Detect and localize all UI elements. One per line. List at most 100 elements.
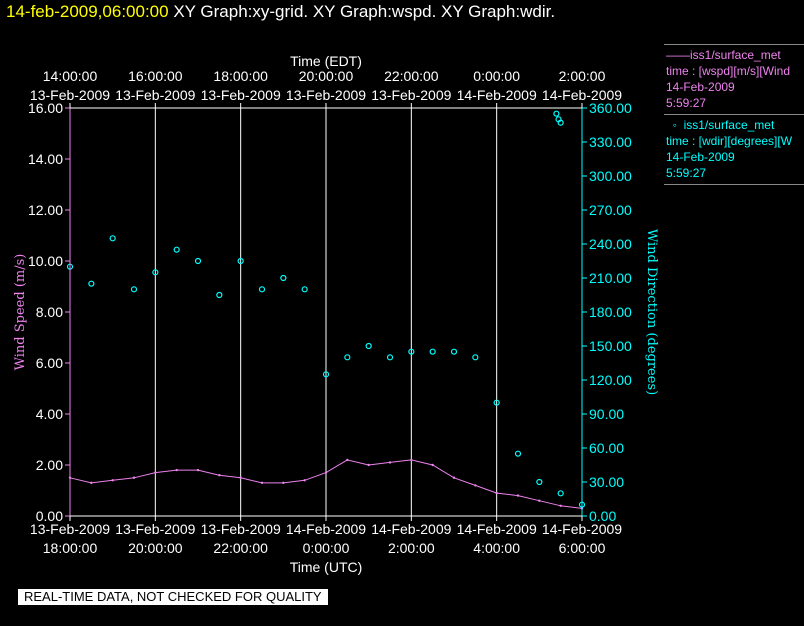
wind-speed-point — [154, 471, 157, 474]
wind-speed-point — [559, 504, 562, 507]
legend-circle-icon: ◦ — [666, 118, 684, 132]
right-tick-label: 0.00 — [589, 508, 616, 524]
right-axis-title: Wind Direction (degrees) — [644, 229, 659, 395]
wind-direction-point — [450, 348, 458, 355]
wind-direction-point — [536, 478, 543, 486]
bottom-tick-date: 13-Feb-2009 — [201, 521, 281, 537]
left-tick-label: 16.00 — [28, 100, 63, 116]
wind-speed-point — [388, 461, 392, 464]
wind-speed-point — [111, 479, 114, 482]
wind-speed-point — [410, 458, 413, 462]
wind-direction-point — [322, 371, 330, 378]
left-tick-label: 12.00 — [28, 202, 63, 218]
left-tick-label: 6.00 — [36, 355, 63, 371]
legend-time: 5:59:27 — [666, 96, 707, 110]
legend-line-icon: —— — [666, 48, 690, 62]
graph-title: 14-feb-2009,06:00:00 XY Graph:xy-grid. X… — [6, 2, 555, 22]
left-axis-title: Wind Speed (m/s) — [13, 254, 28, 371]
wind-direction-point — [130, 286, 138, 293]
left-tick-label: 14.00 — [28, 151, 63, 167]
wind-speed-point — [367, 463, 370, 467]
left-tick-label: 0.00 — [36, 508, 63, 524]
top-tick-time: 18:00:00 — [213, 68, 268, 84]
right-tick-label: 60.00 — [589, 440, 624, 456]
wind-direction-point — [557, 490, 564, 497]
legend-field: time : [wdir][degrees][W — [666, 134, 793, 148]
series-layer — [66, 110, 586, 510]
bottom-tick-time: 4:00:00 — [473, 540, 520, 556]
wind-speed-point — [303, 479, 306, 482]
wind-speed-point — [175, 468, 178, 472]
legend-date: 14-Feb-2009 — [666, 80, 735, 94]
right-tick-label: 30.00 — [589, 474, 624, 490]
wind-direction-point — [553, 110, 560, 117]
wind-speed-point — [239, 476, 242, 479]
left-tick-label: 8.00 — [36, 304, 63, 320]
wind-direction-point — [386, 354, 394, 361]
bottom-tick-time: 22:00:00 — [213, 540, 268, 556]
wind-direction-point — [173, 246, 180, 253]
timestamp: 14-feb-2009,06:00:00 — [6, 2, 169, 21]
wind-speed-point — [132, 476, 136, 479]
wind-speed-point — [452, 476, 456, 479]
right-tick-label: 210.00 — [589, 270, 632, 286]
bottom-tick-time: 20:00:00 — [128, 540, 183, 556]
bottom-tick-time: 0:00:00 — [303, 540, 350, 556]
wind-direction-point — [280, 274, 287, 282]
top-tick-time: 14:00:00 — [43, 68, 98, 84]
top-tick-time: 0:00:00 — [473, 68, 520, 84]
top-tick-time: 16:00:00 — [128, 68, 183, 84]
bottom-tick-date: 14-Feb-2009 — [542, 521, 622, 537]
left-tick-label: 10.00 — [28, 253, 63, 269]
wind-direction-point — [429, 348, 436, 355]
right-tick-label: 360.00 — [589, 100, 632, 116]
left-tick-label: 2.00 — [36, 457, 63, 473]
bottom-tick-date: 13-Feb-2009 — [30, 521, 110, 537]
right-tick-label: 90.00 — [589, 406, 624, 422]
wind-speed-point — [538, 499, 541, 502]
wind-speed-point — [90, 481, 93, 485]
bottom-tick-time: 18:00:00 — [43, 540, 98, 556]
legend-item-wdir[interactable]: ◦ iss1/surface_met time : [wdir][degrees… — [664, 114, 804, 185]
top-tick-time: 22:00:00 — [384, 68, 439, 84]
legend-item-wspd[interactable]: ——iss1/surface_met time : [wspd][m/s][Wi… — [664, 44, 804, 114]
wind-direction-point — [194, 257, 202, 265]
right-tick-label: 270.00 — [589, 202, 632, 218]
wind-speed-point — [196, 468, 200, 472]
right-tick-label: 120.00 — [589, 372, 632, 388]
legend-field: time : [wspd][m/s][Wind — [666, 64, 791, 78]
legend-time: 5:59:27 — [666, 166, 707, 180]
legend: ——iss1/surface_met time : [wspd][m/s][Wi… — [664, 44, 804, 185]
legend-name: iss1/surface_met — [690, 48, 781, 62]
legend-date: 14-Feb-2009 — [666, 150, 735, 164]
bottom-tick-date: 14-Feb-2009 — [286, 521, 366, 537]
wind-direction-point — [258, 286, 266, 293]
wind-speed-point — [324, 471, 328, 474]
top-tick-time: 20:00:00 — [299, 68, 354, 84]
top-axis-title: Time (EDT) — [290, 53, 362, 69]
wind-direction-point — [88, 280, 95, 287]
right-tick-label: 300.00 — [589, 168, 632, 184]
bottom-tick-date: 14-Feb-2009 — [457, 521, 537, 537]
grid-lines — [69, 108, 583, 516]
bottom-tick-time: 6:00:00 — [559, 540, 606, 556]
right-tick-label: 150.00 — [589, 338, 632, 354]
right-tick-label: 180.00 — [589, 304, 632, 320]
quality-disclaimer: REAL-TIME DATA, NOT CHECKED FOR QUALITY — [18, 589, 328, 605]
top-tick-date: 14-Feb-2009 — [457, 87, 537, 103]
graph-list: XY Graph:xy-grid. XY Graph:wspd. XY Grap… — [173, 2, 556, 21]
wind-direction-point — [301, 286, 308, 293]
wind-speed-point — [431, 463, 434, 467]
wind-direction-point — [365, 342, 372, 350]
top-tick-date: 14-Feb-2009 — [542, 87, 622, 103]
top-tick-time: 2:00:00 — [559, 68, 606, 84]
right-tick-label: 240.00 — [589, 236, 632, 252]
bottom-tick-date: 14-Feb-2009 — [371, 521, 451, 537]
top-tick-date: 13-Feb-2009 — [286, 87, 366, 103]
wind-direction-point — [152, 269, 159, 276]
top-tick-date: 13-Feb-2009 — [30, 87, 110, 103]
wind-direction-point — [216, 291, 223, 299]
wind-speed-point — [495, 491, 498, 495]
wind-direction-point — [109, 235, 116, 242]
